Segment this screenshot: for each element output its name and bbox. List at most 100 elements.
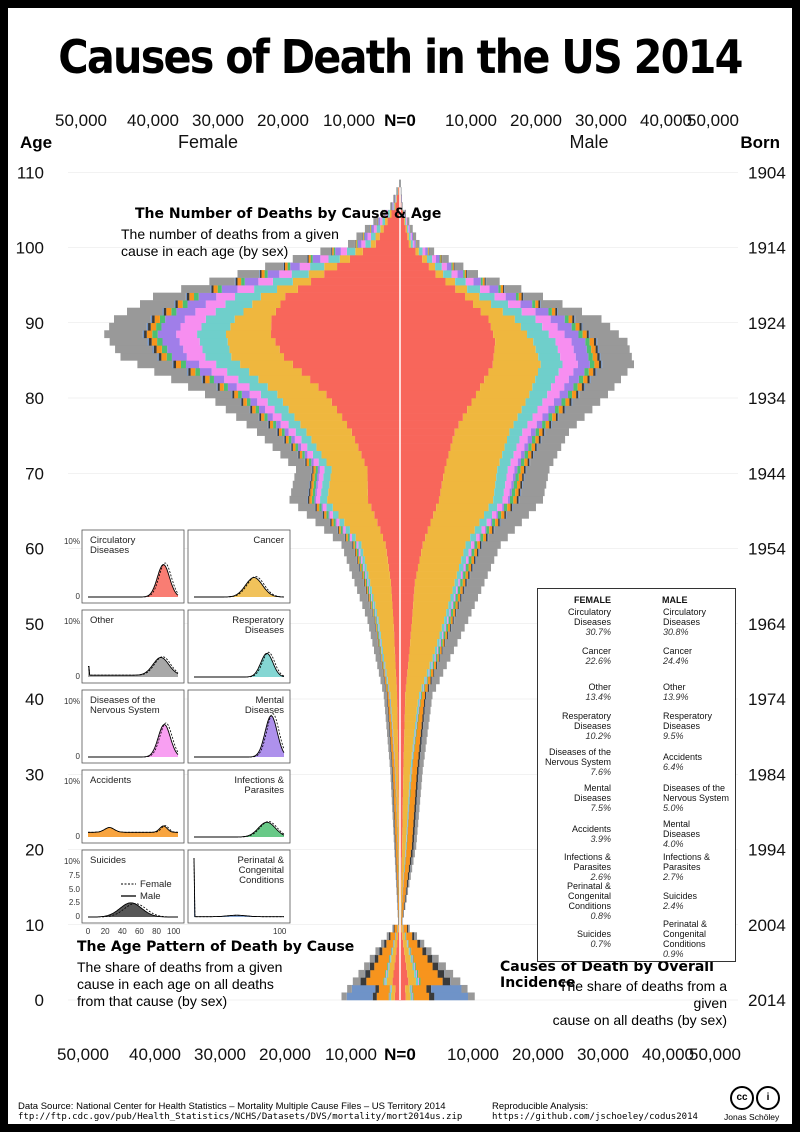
pyramid-bar-mental-female bbox=[276, 420, 281, 429]
age-pattern-panel-label: Perinatal & bbox=[238, 855, 285, 866]
pyramid-bar-perinatal-male bbox=[571, 398, 573, 406]
pyramid-bar-infections-male bbox=[531, 435, 536, 444]
slopegraph-label-other-male: Other 13.9% bbox=[663, 682, 689, 702]
pyramid-bar-perinatal-male bbox=[499, 518, 501, 527]
pyramid-bar-accidents-female bbox=[395, 849, 398, 858]
age-pattern-panel-label: Resperatory bbox=[232, 615, 284, 626]
pyramid-bar-cancer-male bbox=[415, 247, 419, 256]
pyramid-bar-cancer-female bbox=[282, 398, 332, 406]
pyramid-bar-other-male bbox=[582, 322, 611, 331]
pyramid-bar-suicides-female bbox=[175, 300, 178, 308]
pyramid-bar-cancer-male bbox=[403, 781, 410, 790]
pyramid-bar-other-male bbox=[596, 367, 628, 376]
pyramid-bar-other-female bbox=[265, 262, 284, 271]
pyramid-bar-cancer-male bbox=[405, 683, 422, 692]
pyramid-bar-cancer-female bbox=[368, 571, 390, 579]
pyramid-bar-perinatal-male bbox=[520, 488, 522, 497]
pyramid-bar-cancer-male bbox=[404, 736, 414, 745]
pyramid-bar-nervous-female bbox=[365, 571, 367, 579]
pyramid-bar-accidents-male bbox=[403, 887, 406, 895]
pyramid-bar-cancer-male bbox=[401, 857, 405, 865]
pyramid-bar-accidents-male bbox=[415, 962, 433, 971]
pyramid-bar-cancer-female bbox=[240, 360, 293, 369]
slopegraph-label-cancer-male: Cancer 24.4% bbox=[663, 646, 692, 666]
pyramid-bar-perinatal-male bbox=[434, 992, 469, 1001]
pyramid-bar-infections-female bbox=[310, 255, 313, 263]
pyramid-bar-suicides-male bbox=[422, 947, 427, 956]
age-tick-label: 0 bbox=[35, 991, 44, 1010]
pyramid-bar-accidents-female bbox=[332, 247, 334, 256]
pyramid-bar-nervous-male bbox=[468, 548, 471, 557]
pyramid-bar-nervous-female bbox=[258, 277, 273, 286]
pyramid-bar-accidents-male bbox=[468, 563, 472, 572]
pyramid-bar-accidents-male bbox=[545, 420, 550, 429]
pyramid-bar-accidents-male bbox=[442, 638, 445, 647]
pyramid-bar-respiratory-female bbox=[346, 247, 356, 256]
pyramid-bar-suicides-male bbox=[449, 623, 451, 632]
pyramid-bar-accidents-male bbox=[577, 382, 582, 391]
pyramid-bar-other-male bbox=[444, 969, 454, 978]
pyramid-bar-perinatal-female bbox=[201, 375, 203, 384]
pyramid-bar-cancer-male bbox=[407, 969, 415, 978]
pyramid-bar-suicides-male bbox=[586, 330, 589, 339]
pyramid-bar-other-male bbox=[416, 239, 420, 248]
pyramid-bar-cancer-male bbox=[428, 262, 436, 271]
pyramid-bar-accidents-male bbox=[588, 367, 594, 376]
pyramid-bar-perinatal-male bbox=[523, 473, 525, 482]
pyramid-bar-suicides-male bbox=[447, 631, 449, 640]
pyramid-bar-circulatory-female bbox=[397, 714, 400, 722]
pyramid-bar-mental-female bbox=[311, 458, 314, 467]
pyramid-bar-other-male bbox=[600, 352, 632, 361]
pyramid-bar-infections-male bbox=[578, 330, 583, 339]
pyramid-bar-nervous-female bbox=[356, 540, 359, 549]
pyramid-bar-accidents-female bbox=[392, 774, 395, 783]
slopegraph-label-line: Nervous System bbox=[544, 757, 611, 767]
pyramid-bar-other-female bbox=[385, 706, 388, 715]
pyramid-bar-other-female bbox=[394, 857, 396, 865]
pyramid-bar-circulatory-male bbox=[400, 247, 416, 256]
pyramid-bar-circulatory-male bbox=[400, 217, 405, 226]
pyramid-bar-circulatory-female bbox=[392, 608, 400, 617]
pyramid-bar-suicides-female bbox=[392, 789, 394, 798]
pyramid-bar-suicides-female bbox=[153, 345, 157, 354]
pyramid-bar-suicides-male bbox=[572, 315, 575, 324]
pyramid-bar-other-female bbox=[362, 601, 370, 609]
pyramid-bar-perinatal-female bbox=[187, 367, 189, 376]
pyramid-bar-suicides-male bbox=[415, 789, 418, 798]
pyramid-bar-respiratory-male bbox=[439, 631, 443, 640]
pyramid-bar-respiratory-male bbox=[465, 540, 472, 549]
pyramid-bar-circulatory-female bbox=[397, 939, 400, 948]
pyramid-bar-cancer-female bbox=[394, 751, 399, 760]
pyramid-bar-accidents-male bbox=[428, 247, 429, 256]
age-pattern-ytick: 5.0 bbox=[69, 885, 81, 894]
pyramid-bar-respiratory-male bbox=[513, 420, 528, 429]
pyramid-bar-respiratory-male bbox=[504, 443, 517, 451]
pyramid-bar-cancer-female bbox=[370, 578, 391, 587]
pyramid-bar-circulatory-female bbox=[394, 631, 400, 640]
pyramid-bars bbox=[104, 179, 634, 1001]
pyramid-bar-respiratory-female bbox=[388, 962, 390, 971]
pyramid-bar-other-male bbox=[454, 262, 464, 271]
pyramid-bar-suicides-female bbox=[217, 382, 220, 391]
pyramid-bar-infections-male bbox=[463, 571, 466, 579]
pyramid-bar-respiratory-female bbox=[281, 413, 295, 421]
pyramid-bar-accidents-female bbox=[398, 917, 400, 926]
pyramid-bar-suicides-male bbox=[441, 646, 443, 655]
pyramid-bar-suicides-male bbox=[406, 879, 408, 888]
pyramid-bar-cancer-male bbox=[403, 766, 411, 775]
pyramid-bar-respiratory-female bbox=[318, 458, 327, 467]
pyramid-bar-infections-male bbox=[567, 390, 573, 399]
pyramid-bar-accidents-male bbox=[524, 458, 528, 467]
analysis-url[interactable]: https://github.com/jschoeley/codus2014 bbox=[492, 1112, 698, 1122]
pyramid-bar-nervous-male bbox=[547, 390, 560, 399]
pyramid-bar-accidents-female bbox=[234, 390, 239, 399]
born-tick-label: 1974 bbox=[748, 690, 786, 709]
age-pattern-female-line bbox=[88, 903, 178, 918]
pyramid-bar-perinatal-male bbox=[518, 495, 520, 504]
data-source-url[interactable]: ftp://ftp.cdc.gov/pub/Health_Statistics/… bbox=[18, 1112, 463, 1122]
pyramid-bar-circulatory-male bbox=[400, 232, 408, 241]
pyramid-bar-respiratory-female bbox=[385, 668, 387, 677]
pyramid-bar-cancer-female bbox=[391, 954, 396, 963]
pyramid-bar-nervous-female bbox=[386, 209, 388, 218]
pyramid-bar-circulatory-male bbox=[400, 947, 405, 956]
